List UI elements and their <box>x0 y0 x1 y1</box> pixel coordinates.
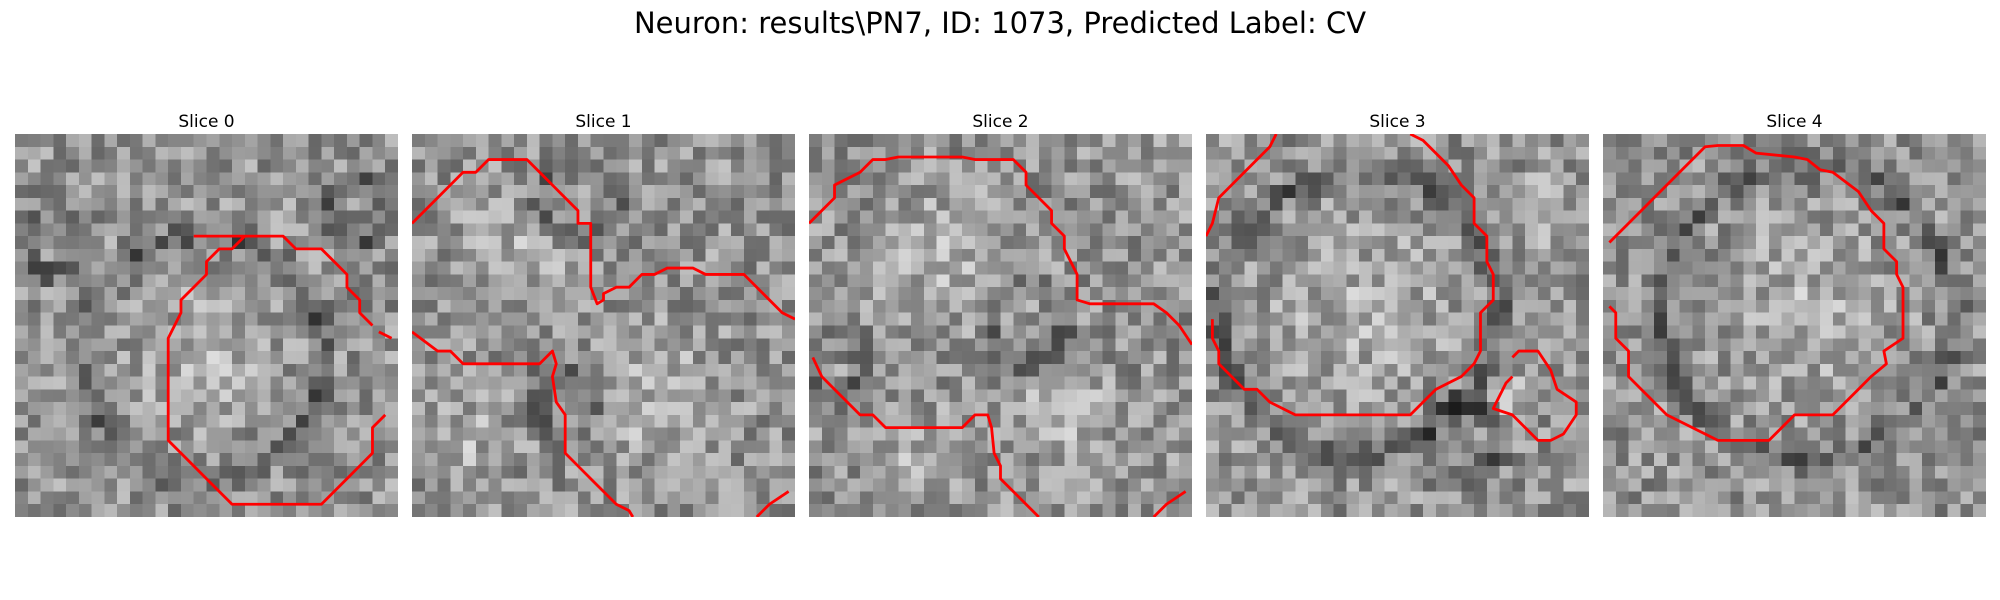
figure-title: Neuron: results\PN7, ID: 1073, Predicted… <box>633 6 1367 40</box>
slice-image-3 <box>1206 134 1589 517</box>
slice-title-1: Slice 1 <box>575 112 632 132</box>
slice-title-2: Slice 2 <box>972 112 1029 132</box>
slice-title-4: Slice 4 <box>1766 112 1823 132</box>
contour-line <box>412 330 635 517</box>
contour-line <box>193 234 374 327</box>
contour-line <box>1152 490 1187 517</box>
slice-title-0: Slice 0 <box>178 112 235 132</box>
contour-line <box>755 490 790 517</box>
contour-line <box>1608 144 1905 442</box>
contour-line <box>412 158 795 321</box>
slice-image-2 <box>809 134 1192 517</box>
contour-line <box>166 235 387 506</box>
slice-title-3: Slice 3 <box>1369 112 1426 132</box>
slice-image-1 <box>412 134 795 517</box>
contour-line <box>1210 134 1495 417</box>
slice-image-0 <box>15 134 398 517</box>
slice-image-4 <box>1603 134 1986 517</box>
contour-line <box>378 330 393 340</box>
contour-line <box>1206 134 1278 237</box>
contour-line <box>809 155 1192 346</box>
contour-line <box>811 356 1040 517</box>
contour-line <box>1491 349 1578 442</box>
